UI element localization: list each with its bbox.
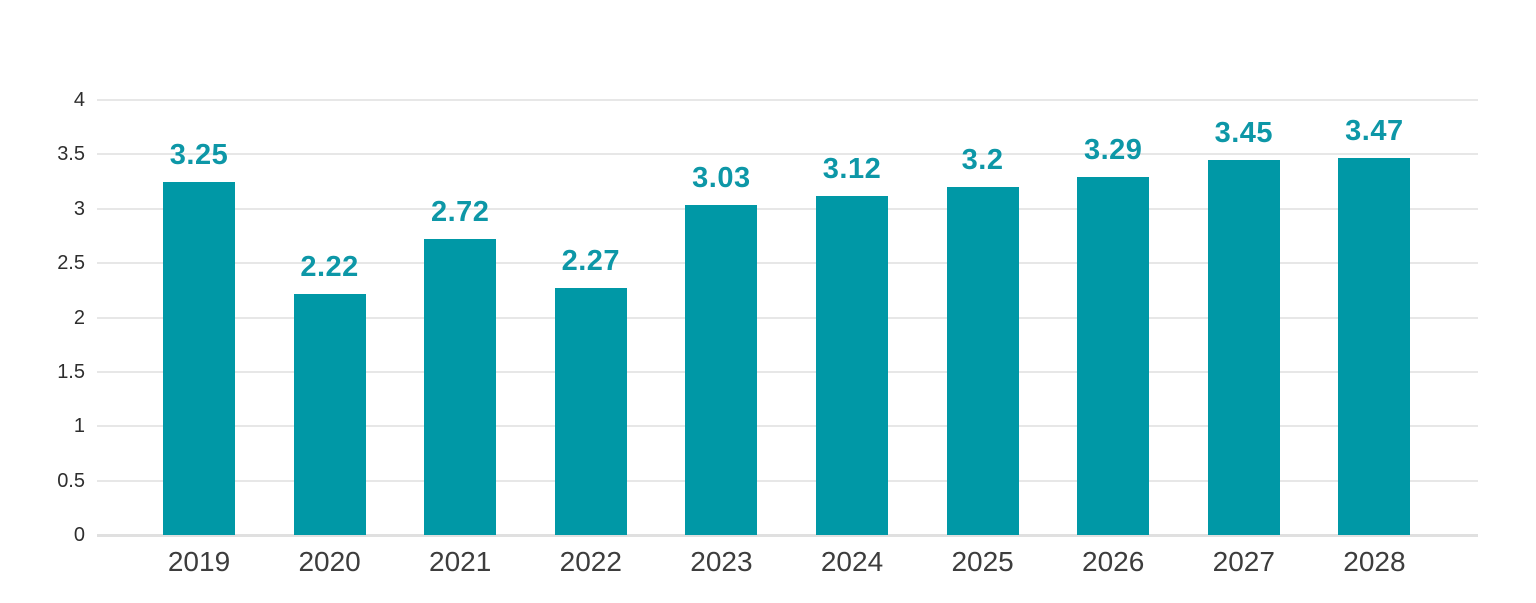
x-axis-baseline [97, 534, 1478, 537]
bar-2025 [946, 187, 1019, 535]
bar-2024 [816, 195, 888, 535]
y-axis-tick-label: 0 [73, 524, 85, 546]
bar-2027 [1207, 159, 1280, 535]
y-axis-tick-label: 4 [73, 89, 85, 111]
bar-value-label: 2.27 [561, 245, 621, 278]
bar-value-label: 3.47 [1345, 114, 1404, 147]
gridline [97, 207, 1478, 210]
bar-value-label: 2.72 [430, 196, 490, 229]
bar-2022 [554, 288, 627, 535]
x-axis-tick-label: 2026 [1082, 546, 1145, 577]
x-axis-tick-label: 2019 [167, 546, 231, 577]
x-axis-tick-label: 2024 [820, 546, 884, 577]
gridline [97, 425, 1478, 428]
x-axis-tick-label: 2027 [1212, 546, 1275, 577]
y-axis-tick-label: 0.5 [57, 469, 85, 492]
x-axis-tick-label: 2022 [559, 546, 622, 577]
bar-2020 [293, 293, 366, 535]
x-axis-tick-label: 2025 [951, 546, 1014, 577]
bar-value-label: 3.29 [1083, 134, 1143, 167]
gridline [97, 479, 1478, 482]
gridline [97, 370, 1478, 373]
y-axis-tick-label: 1 [73, 415, 85, 438]
bar-2023 [685, 205, 758, 535]
y-axis-tick-label: 2 [73, 306, 85, 329]
y-axis-tick-label: 3.5 [57, 143, 85, 166]
y-axis-tick-label: 2.5 [57, 252, 85, 275]
x-axis-tick-label: 2028 [1343, 546, 1406, 577]
x-axis-tick-label: 2021 [429, 546, 492, 577]
x-axis-tick-label: 2020 [298, 546, 361, 577]
x-axis-tick-label: 2023 [690, 546, 753, 577]
gridline [97, 262, 1478, 265]
bar-value-label: 3.25 [169, 138, 229, 171]
bar-value-label: 3.03 [692, 162, 751, 195]
y-axis-tick-label: 1.5 [57, 360, 85, 383]
bar-2026 [1077, 177, 1150, 535]
gridline [97, 316, 1478, 319]
gridline [97, 99, 1478, 101]
bar-value-label: 3.45 [1214, 116, 1274, 149]
bar-value-label: 2.22 [300, 250, 359, 283]
y-axis-tick-label: 3 [73, 197, 85, 220]
bar-value-label: 3.2 [961, 144, 1004, 176]
bar-value-label: 3.12 [822, 152, 882, 185]
bar-2019 [163, 181, 235, 535]
gridline [97, 153, 1478, 156]
bar-2021 [424, 239, 497, 535]
bar-2028 [1338, 157, 1411, 535]
